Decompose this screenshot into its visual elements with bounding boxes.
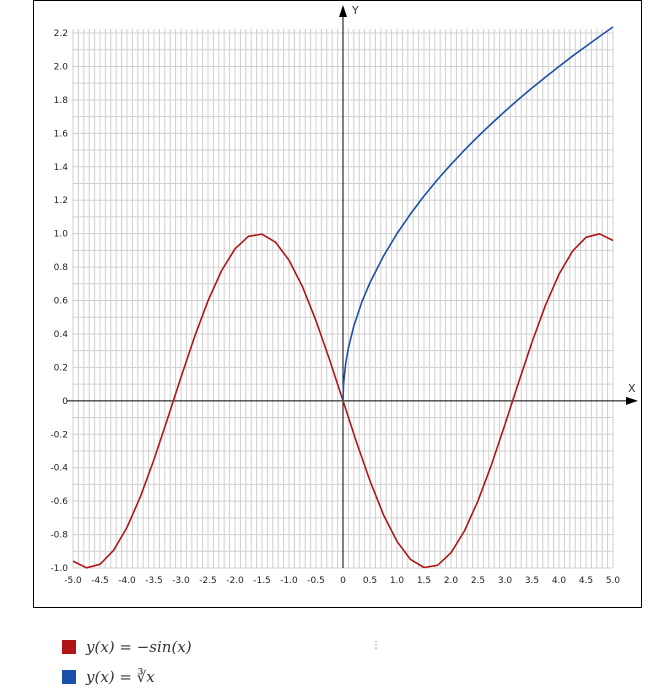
y-axis-arrow bbox=[339, 5, 347, 17]
x-tick-label: 1.0 bbox=[390, 576, 405, 586]
y-tick-label: 0.4 bbox=[54, 330, 69, 340]
y-tick-label: 1.0 bbox=[54, 230, 69, 240]
x-tick-label: 5.0 bbox=[606, 576, 621, 586]
legend-label: y(x) = −sin(x) bbox=[86, 638, 192, 656]
x-tick-label: -1.0 bbox=[280, 576, 298, 586]
x-axis-arrow bbox=[626, 396, 638, 405]
x-tick-label: 4.5 bbox=[579, 576, 593, 586]
x-axis-label: X bbox=[628, 382, 636, 395]
x-tick-label: -1.5 bbox=[253, 576, 271, 586]
y-tick-label: -1.0 bbox=[50, 564, 68, 574]
x-tick-label: 2.5 bbox=[471, 576, 485, 586]
legend: y(x) = −sin(x) y(x) = ∛x bbox=[62, 632, 192, 692]
y-tick-label: -0.2 bbox=[50, 430, 68, 440]
y-tick-label: 0 bbox=[62, 397, 68, 407]
y-tick-label: -0.4 bbox=[50, 464, 68, 474]
y-tick-label: 0.2 bbox=[54, 363, 68, 373]
x-tick-label: -2.5 bbox=[199, 576, 217, 586]
y-tick-label: 0.6 bbox=[54, 297, 69, 307]
x-tick-label: 1.5 bbox=[417, 576, 431, 586]
x-tick-label: -4.5 bbox=[91, 576, 109, 586]
legend-item-cbrt: y(x) = ∛x bbox=[62, 662, 192, 692]
legend-swatch-blue bbox=[62, 670, 76, 684]
y-tick-label: 2.2 bbox=[54, 29, 68, 39]
x-tick-label: 2.0 bbox=[444, 576, 459, 586]
series-line-cbrt bbox=[342, 26, 614, 401]
x-tick-label: -5.0 bbox=[64, 576, 82, 586]
y-tick-label: 1.2 bbox=[54, 196, 68, 206]
plot-frame: X Y -5.0 -4.5 -4.0 -3.5 -3.0 -2.5 -2.0 -1.5 -1.0 -0… bbox=[33, 0, 642, 608]
chart-area: X Y -5.0 -4.5 -4.0 -3.5 -3.0 -2.5 -2.0 -1.5 -1.0 -0… bbox=[50, 4, 638, 586]
y-tick-label: 2.0 bbox=[54, 62, 69, 72]
legend-swatch-red bbox=[62, 640, 76, 654]
x-tick-label: -2.0 bbox=[226, 576, 244, 586]
x-tick-label: -3.5 bbox=[145, 576, 163, 586]
x-tick-label: -0.5 bbox=[307, 576, 325, 586]
x-tick-label: 0.5 bbox=[363, 576, 377, 586]
x-tick-label: -4.0 bbox=[118, 576, 136, 586]
legend-item-neg-sin: y(x) = −sin(x) bbox=[62, 632, 192, 662]
y-tick-label: -0.6 bbox=[50, 497, 68, 507]
y-tick-label: -0.8 bbox=[50, 531, 68, 541]
x-tick-label: 3.0 bbox=[498, 576, 513, 586]
y-axis-label: Y bbox=[351, 4, 359, 17]
more-dots-icon: ⋮ bbox=[371, 640, 381, 651]
x-tick-label: 3.5 bbox=[525, 576, 539, 586]
y-tick-label: 1.4 bbox=[54, 163, 69, 173]
y-tick-label: 0.8 bbox=[54, 263, 69, 273]
legend-label: y(x) = ∛x bbox=[86, 668, 155, 686]
y-tick-label: 1.6 bbox=[54, 129, 69, 139]
x-tick-label: -3.0 bbox=[172, 576, 190, 586]
x-tick-label: 0 bbox=[340, 576, 346, 586]
x-tick-label: 4.0 bbox=[552, 576, 567, 586]
y-tick-label: 1.8 bbox=[54, 96, 69, 106]
